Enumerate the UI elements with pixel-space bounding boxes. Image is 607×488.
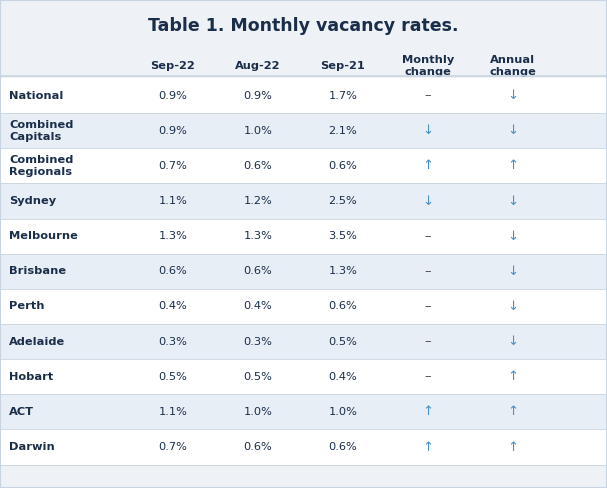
FancyBboxPatch shape bbox=[0, 429, 607, 465]
Text: 0.6%: 0.6% bbox=[328, 161, 358, 171]
Text: 1.2%: 1.2% bbox=[243, 196, 273, 206]
Text: Melbourne: Melbourne bbox=[9, 231, 78, 241]
Text: ↑: ↑ bbox=[422, 406, 433, 418]
Text: Adelaide: Adelaide bbox=[9, 337, 66, 346]
Text: Perth: Perth bbox=[9, 302, 44, 311]
Text: ↑: ↑ bbox=[507, 406, 518, 418]
Text: –: – bbox=[425, 265, 431, 278]
Text: ↓: ↓ bbox=[507, 124, 518, 137]
Text: ↑: ↑ bbox=[422, 160, 433, 172]
Text: 1.0%: 1.0% bbox=[243, 126, 273, 136]
Text: 0.6%: 0.6% bbox=[328, 442, 358, 452]
Text: Monthly
change: Monthly change bbox=[402, 55, 454, 77]
Text: 1.0%: 1.0% bbox=[243, 407, 273, 417]
Text: 0.6%: 0.6% bbox=[158, 266, 188, 276]
Text: 1.1%: 1.1% bbox=[158, 407, 188, 417]
Text: National: National bbox=[9, 91, 64, 101]
Text: ↓: ↓ bbox=[507, 195, 518, 207]
Text: 0.5%: 0.5% bbox=[243, 372, 273, 382]
Text: ↓: ↓ bbox=[507, 230, 518, 243]
Text: ↓: ↓ bbox=[507, 89, 518, 102]
Text: 0.5%: 0.5% bbox=[328, 337, 358, 346]
Text: Combined
Capitals: Combined Capitals bbox=[9, 120, 73, 142]
Text: 0.7%: 0.7% bbox=[158, 442, 188, 452]
Text: ↓: ↓ bbox=[507, 265, 518, 278]
Text: 0.4%: 0.4% bbox=[328, 372, 358, 382]
Text: 0.9%: 0.9% bbox=[158, 91, 188, 101]
Text: 1.3%: 1.3% bbox=[328, 266, 358, 276]
FancyBboxPatch shape bbox=[0, 289, 607, 324]
Text: Aug-22: Aug-22 bbox=[236, 61, 280, 71]
FancyBboxPatch shape bbox=[0, 78, 607, 113]
Text: ↓: ↓ bbox=[507, 300, 518, 313]
Text: 0.7%: 0.7% bbox=[158, 161, 188, 171]
Text: 2.5%: 2.5% bbox=[328, 196, 358, 206]
Text: 0.6%: 0.6% bbox=[328, 302, 358, 311]
Text: Sep-21: Sep-21 bbox=[320, 61, 365, 71]
FancyBboxPatch shape bbox=[0, 148, 607, 183]
Text: –: – bbox=[425, 370, 431, 383]
Text: Darwin: Darwin bbox=[9, 442, 55, 452]
Text: 0.6%: 0.6% bbox=[243, 442, 273, 452]
Text: 0.5%: 0.5% bbox=[158, 372, 188, 382]
Text: Brisbane: Brisbane bbox=[9, 266, 66, 276]
Text: 0.6%: 0.6% bbox=[243, 161, 273, 171]
FancyBboxPatch shape bbox=[0, 254, 607, 289]
Text: 1.0%: 1.0% bbox=[328, 407, 358, 417]
Text: 0.4%: 0.4% bbox=[243, 302, 273, 311]
FancyBboxPatch shape bbox=[0, 219, 607, 254]
FancyBboxPatch shape bbox=[0, 113, 607, 148]
Text: 0.3%: 0.3% bbox=[243, 337, 273, 346]
Text: 1.7%: 1.7% bbox=[328, 91, 358, 101]
Text: ↑: ↑ bbox=[422, 441, 433, 453]
Text: Combined
Regionals: Combined Regionals bbox=[9, 155, 73, 177]
Text: ↓: ↓ bbox=[422, 124, 433, 137]
FancyBboxPatch shape bbox=[0, 183, 607, 219]
Text: Hobart: Hobart bbox=[9, 372, 53, 382]
Text: –: – bbox=[425, 335, 431, 348]
Text: ↑: ↑ bbox=[507, 370, 518, 383]
Text: ↓: ↓ bbox=[422, 195, 433, 207]
Text: –: – bbox=[425, 89, 431, 102]
Text: ↑: ↑ bbox=[507, 441, 518, 453]
Text: ↓: ↓ bbox=[507, 335, 518, 348]
Text: Sep-22: Sep-22 bbox=[151, 61, 195, 71]
FancyBboxPatch shape bbox=[0, 359, 607, 394]
Text: Annual
change: Annual change bbox=[489, 55, 537, 77]
Text: 1.1%: 1.1% bbox=[158, 196, 188, 206]
Text: 0.6%: 0.6% bbox=[243, 266, 273, 276]
Text: 0.9%: 0.9% bbox=[243, 91, 273, 101]
Text: –: – bbox=[425, 230, 431, 243]
Text: 0.4%: 0.4% bbox=[158, 302, 188, 311]
Text: 3.5%: 3.5% bbox=[328, 231, 358, 241]
Text: ↑: ↑ bbox=[507, 160, 518, 172]
Text: –: – bbox=[425, 300, 431, 313]
Text: 1.3%: 1.3% bbox=[243, 231, 273, 241]
FancyBboxPatch shape bbox=[0, 324, 607, 359]
Text: 2.1%: 2.1% bbox=[328, 126, 358, 136]
Text: 0.3%: 0.3% bbox=[158, 337, 188, 346]
Text: Sydney: Sydney bbox=[9, 196, 56, 206]
Text: 1.3%: 1.3% bbox=[158, 231, 188, 241]
Text: 0.9%: 0.9% bbox=[158, 126, 188, 136]
FancyBboxPatch shape bbox=[0, 394, 607, 429]
Text: Table 1. Monthly vacancy rates.: Table 1. Monthly vacancy rates. bbox=[148, 17, 459, 35]
Text: ACT: ACT bbox=[9, 407, 34, 417]
